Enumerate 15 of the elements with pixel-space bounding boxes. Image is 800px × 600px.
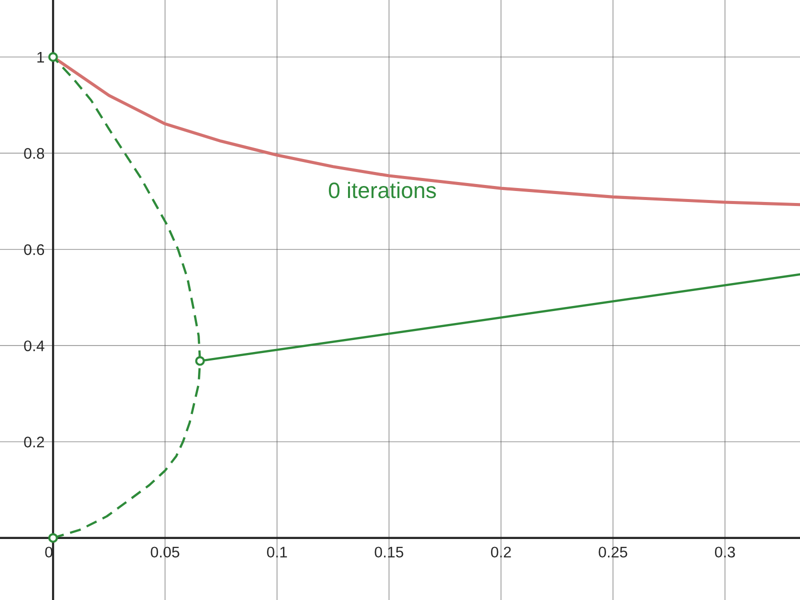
x-tick-label: 0.2 — [490, 546, 511, 558]
y-tick-label: 0.4 — [24, 340, 44, 352]
x-tick-label: 0.3 — [714, 546, 735, 558]
x-tick-label: 0.05 — [150, 546, 180, 558]
x-tick-label: 0.1 — [267, 546, 287, 558]
annotation: 0 iterations — [328, 182, 436, 198]
y-tick-label: 0.8 — [24, 148, 44, 159]
y-tick-label: 0.2 — [24, 436, 44, 448]
x-tick-label: 0.25 — [598, 546, 628, 558]
y-tick-label: 1 — [37, 52, 44, 63]
y-tick-label: 0.6 — [24, 244, 44, 256]
x-tick-label: 0.15 — [374, 546, 404, 558]
point — [195, 356, 205, 366]
point — [48, 52, 58, 62]
point — [48, 533, 58, 543]
